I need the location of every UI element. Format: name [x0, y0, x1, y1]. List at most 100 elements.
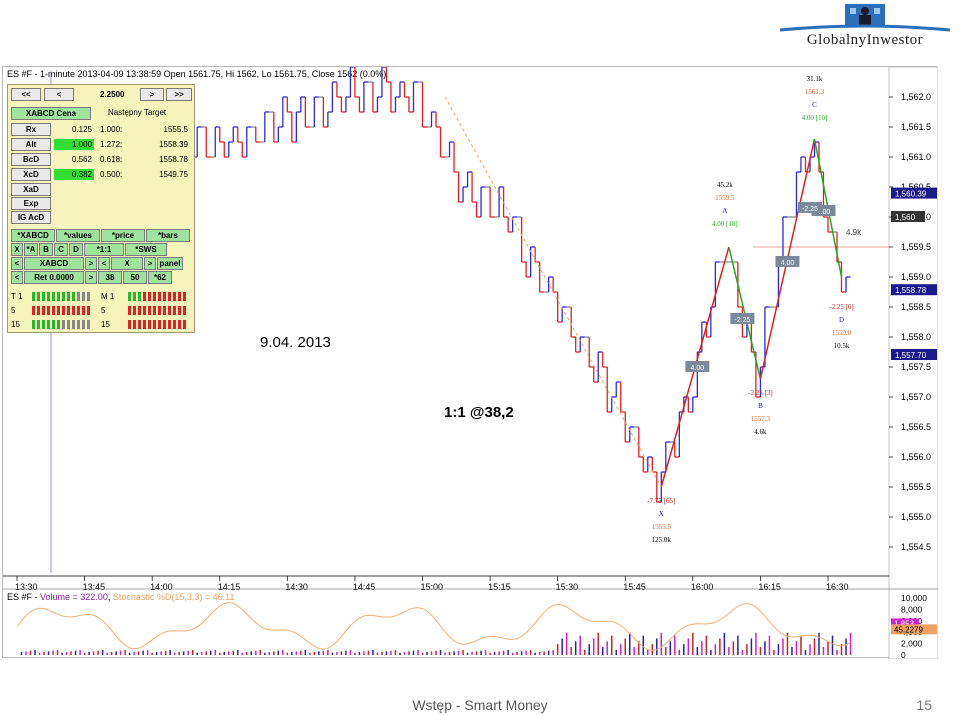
row-ratio: 1.272:: [100, 140, 123, 149]
trend-bar: [173, 306, 176, 315]
trend-bar: [47, 292, 50, 301]
nav-first-button[interactable]: <<: [11, 88, 41, 101]
price-tick-label: 1,562.0: [901, 92, 931, 102]
option-button[interactable]: >: [144, 257, 156, 270]
row-alt-button[interactable]: Alt: [11, 138, 51, 151]
nav-last-button[interactable]: >>: [166, 88, 192, 101]
row-rx-button[interactable]: Rx: [11, 123, 51, 136]
trend-bar: [138, 306, 141, 315]
trend-label: 5: [101, 306, 106, 315]
row-bcd-button[interactable]: BcD: [11, 153, 51, 166]
option-button[interactable]: C: [54, 243, 68, 256]
price-label-box: [891, 349, 937, 360]
option-button[interactable]: <: [11, 271, 23, 284]
chart-header-text: ES #F - 1-minute 2013-04-09 13:38:59 Ope…: [7, 69, 386, 79]
time-tick-label: 14:30: [285, 582, 308, 592]
option-button[interactable]: <: [98, 257, 110, 270]
ratio-box: [730, 313, 755, 324]
price-tick-label: 1,557.5: [901, 362, 931, 372]
option-button[interactable]: 50: [123, 271, 147, 284]
trend-bar: [183, 320, 186, 329]
time-tick-label: 13:30: [15, 582, 38, 592]
option-button[interactable]: B: [39, 243, 53, 256]
trend-bar: [62, 320, 65, 329]
ratio-annotation: 1:1 @38,2: [444, 404, 514, 421]
row-xcd-button[interactable]: XcD: [11, 168, 51, 181]
ratio-box: [811, 205, 836, 216]
extra-button[interactable]: IG AcD: [11, 211, 51, 224]
ratio-box-text: -2.25: [734, 317, 750, 324]
b-label: 4.6k: [754, 428, 767, 436]
trend-bar: [158, 306, 161, 315]
option-button[interactable]: Ret 0.0000: [24, 271, 84, 284]
nav-prev-button[interactable]: <: [44, 88, 74, 101]
option-button[interactable]: >: [85, 271, 97, 284]
a-label: 45.2k: [717, 181, 733, 189]
option-button[interactable]: <: [11, 257, 23, 270]
time-tick-label: 14:00: [150, 582, 173, 592]
ratio-box: [797, 202, 822, 213]
row-ratio: 0.618:: [100, 155, 123, 164]
option-button[interactable]: XABCD: [24, 257, 84, 270]
volume-tick-label: 10,000: [901, 593, 927, 603]
trend-bar: [72, 292, 75, 301]
ratio-box-text: 4.00: [691, 365, 705, 372]
stochastic-line: [16, 602, 851, 651]
row-value: 1.000: [54, 139, 94, 150]
time-tick-label: 15:00: [421, 582, 444, 592]
option-button[interactable]: *values: [56, 229, 100, 242]
time-tick-label: 15:45: [623, 582, 646, 592]
option-button[interactable]: *SWS: [125, 243, 167, 256]
trend-bar: [158, 292, 161, 301]
trend-bar: [77, 320, 80, 329]
trend-bar: [87, 292, 90, 301]
option-button[interactable]: *bars: [146, 229, 190, 242]
option-button[interactable]: panel: [157, 257, 183, 270]
tab-xabcd-price[interactable]: XABCD Cena: [11, 107, 91, 120]
trend-bar: [148, 306, 151, 315]
option-button[interactable]: X: [111, 257, 143, 270]
volume-tick-label: 8,000: [901, 604, 923, 614]
option-button[interactable]: *price: [101, 229, 145, 242]
trend-bar: [72, 320, 75, 329]
trend-bar: [77, 292, 80, 301]
trend-bar: [62, 292, 65, 301]
ratio-box: [685, 361, 710, 372]
c-label: 31.1k: [807, 75, 823, 83]
option-button[interactable]: *1:1: [84, 243, 124, 256]
trend-bar: [133, 292, 136, 301]
option-button[interactable]: X: [11, 243, 23, 256]
price-tick-label: 1,556.0: [901, 452, 931, 462]
trend-bar: [183, 306, 186, 315]
slide-page-number: 15: [916, 697, 932, 713]
extra-button[interactable]: Exp: [11, 197, 51, 210]
option-button[interactable]: 38: [98, 271, 122, 284]
option-button[interactable]: *62: [148, 271, 172, 284]
trend-bar: [153, 320, 156, 329]
time-tick-label: 16:15: [758, 582, 781, 592]
price-tick-label: 1,561.0: [901, 152, 931, 162]
extra-button[interactable]: XaD: [11, 183, 51, 196]
price-tick-label: 1,561.5: [901, 122, 931, 132]
trend-bar: [128, 292, 131, 301]
option-button[interactable]: >: [85, 257, 97, 270]
nav-next-button[interactable]: >: [140, 88, 164, 101]
d-label: 10.5k: [834, 342, 850, 350]
trend-bar: [37, 306, 40, 315]
trend-bar: [47, 306, 50, 315]
trend-bar: [57, 320, 60, 329]
trend-bar: [138, 292, 141, 301]
volume-tick-label: 0: [901, 650, 906, 659]
page-number-text: 15: [916, 697, 932, 713]
row-ratio: 0.500:: [100, 170, 123, 179]
row-value: 0.562: [71, 155, 92, 164]
trend-bar: [173, 320, 176, 329]
trend-bar: [168, 320, 171, 329]
trend-bar: [128, 320, 131, 329]
projection-line: [444, 96, 662, 488]
option-button[interactable]: D: [69, 243, 83, 256]
option-button[interactable]: *XABCD: [11, 229, 55, 242]
price-tick-label: 1,555.5: [901, 482, 931, 492]
option-button[interactable]: *A: [24, 243, 38, 256]
a-label: A: [722, 207, 727, 215]
